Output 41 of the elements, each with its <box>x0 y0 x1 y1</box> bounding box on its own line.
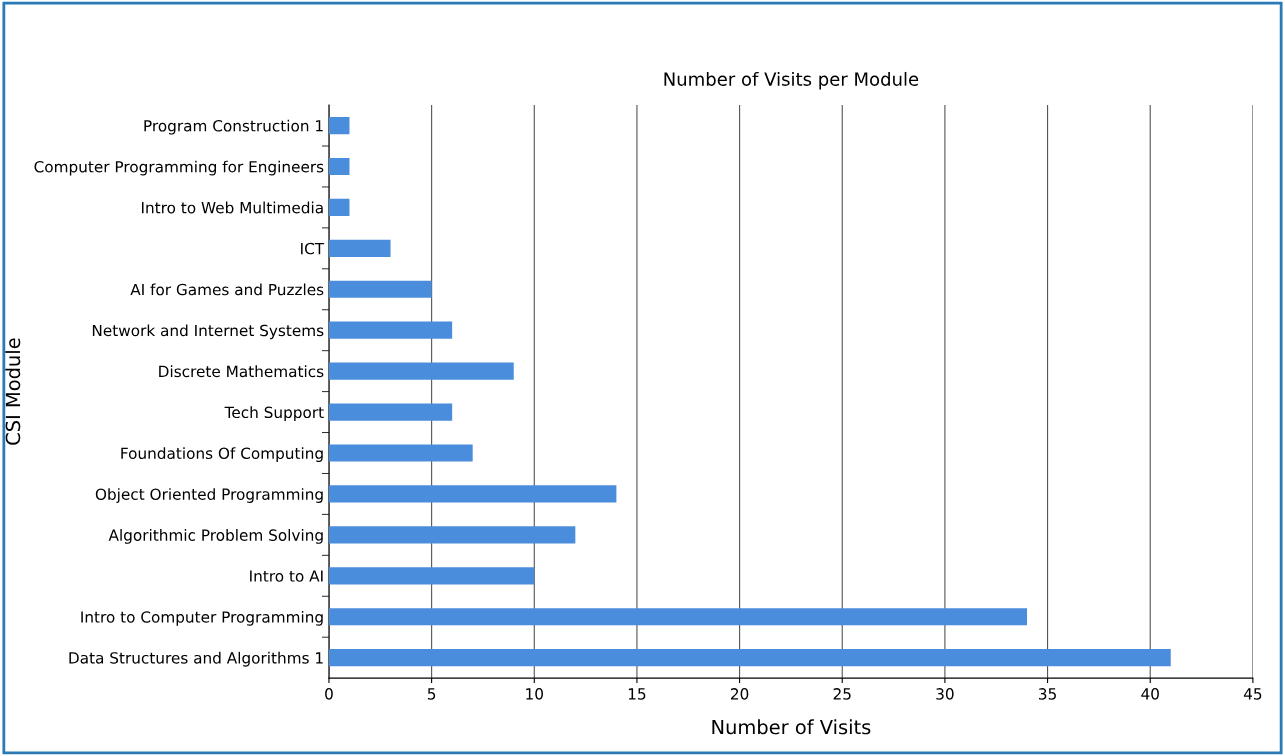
y-tick-label: Foundations Of Computing <box>121 447 323 462</box>
y-tick-label: Algorithmic Problem Solving <box>108 529 323 544</box>
y-tick-label: Data Structures and Algorithms 1 <box>69 651 323 667</box>
y-tick-label: Computer Programming for Engineers <box>34 160 324 176</box>
y-tick-label: Network and Internet Systems <box>92 324 324 340</box>
y-tick-label: Discrete Mathematics <box>159 365 324 378</box>
bar <box>328 280 432 298</box>
x-tick-label: 5 <box>427 688 436 700</box>
y-tick-label: Tech Support <box>224 406 324 422</box>
bar <box>328 321 453 339</box>
bar <box>328 444 473 462</box>
bar <box>328 239 391 257</box>
x-tick-label: 30 <box>936 688 954 700</box>
x-tick-label: 20 <box>730 688 749 700</box>
y-tick-label: AI for Games and Puzzles <box>130 283 324 296</box>
y-tick-label: Intro to AI <box>250 570 323 582</box>
bar <box>328 649 1171 667</box>
x-tick-label: 40 <box>1141 688 1159 700</box>
x-axis-title: Number of Visits <box>712 719 871 735</box>
bar <box>328 198 350 217</box>
bar <box>328 362 514 380</box>
x-tick-label: 10 <box>526 688 543 700</box>
y-axis-title: CSI Module <box>5 338 21 445</box>
bar <box>328 567 535 585</box>
x-tick-label: 0 <box>325 688 333 700</box>
y-tick-label: Object Oriented Programming <box>95 488 323 503</box>
bar <box>328 485 617 503</box>
bar <box>328 608 1028 626</box>
y-tick-label: Intro to Computer Programming <box>81 610 323 626</box>
bar <box>328 157 350 176</box>
chart-title: Number of Visits per Module <box>664 71 919 90</box>
x-tick-label: 25 <box>833 688 851 700</box>
x-tick-label: 15 <box>628 688 646 700</box>
bar <box>328 116 350 135</box>
y-tick-label: Intro to Web Multimedia <box>141 201 323 214</box>
y-tick-label: ICT <box>301 242 325 255</box>
x-tick-label: 35 <box>1039 688 1056 700</box>
bar <box>328 526 576 544</box>
x-tick-label: 45 <box>1243 688 1262 700</box>
bar <box>328 403 453 421</box>
y-tick-label: Program Construction 1 <box>144 119 323 135</box>
